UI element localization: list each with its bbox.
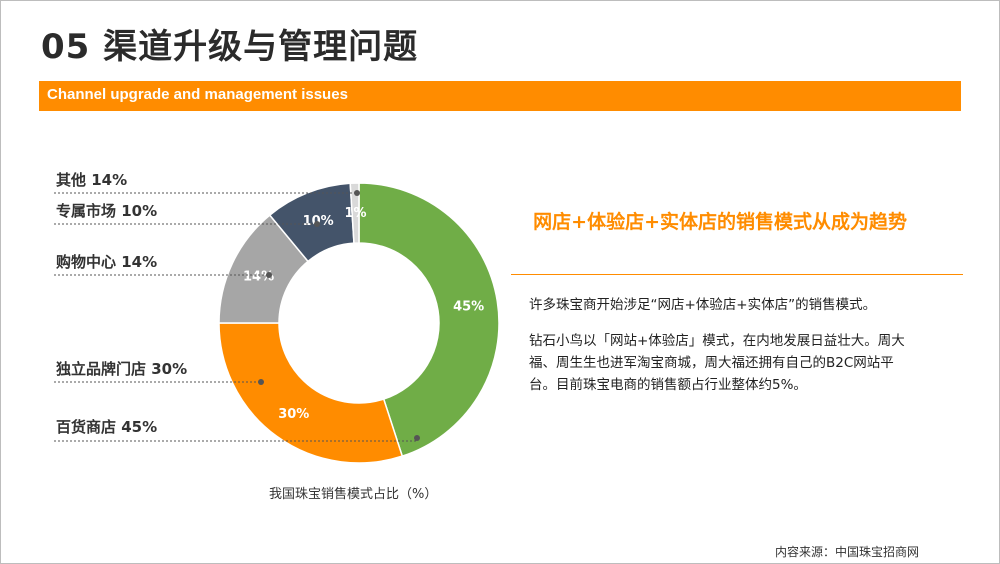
slice-label-1: 45% <box>453 300 484 315</box>
leader-dot-3 <box>266 272 272 278</box>
legend-label-1: 百货商店 45% <box>56 418 157 436</box>
slice-label-5: 1% <box>344 206 366 221</box>
divider <box>511 274 963 275</box>
page-title: 05 渠道升级与管理问题 <box>41 27 419 67</box>
slice-5 <box>349 182 360 244</box>
legend-group: 百货商店 45% 独立品牌门店 30% 购物中心 14% 专属市场 10% 其他 14% <box>54 171 420 442</box>
slice-label-2: 30% <box>278 407 309 422</box>
leader-dot-5 <box>354 190 360 196</box>
leader-dot-2 <box>258 379 264 385</box>
legend-label-3: 购物中心 14% <box>56 253 157 271</box>
legend-label-2: 独立品牌门店 30% <box>56 360 187 378</box>
slices-group <box>218 182 500 464</box>
slice-label-3: 14% <box>243 270 274 285</box>
chart-caption: 我国珠宝销售模式占比（%） <box>269 487 438 502</box>
paragraph-2: 钻石小鸟以「网站+体验店」模式，在内地发展日益壮大。周大福、周生生也进军淘宝商城… <box>529 333 905 393</box>
legend-label-4: 专属市场 10% <box>56 202 157 220</box>
body-text: 许多珠宝商开始涉足“网店+体验店+实体店”的销售模式。 钻石小鸟以「网站+体验店… <box>529 294 909 410</box>
paragraph-1: 许多珠宝商开始涉足“网店+体验店+实体店”的销售模式。 <box>529 297 877 313</box>
leader-dot-1 <box>414 435 420 441</box>
leader-dot-4 <box>314 221 320 227</box>
subtitle-bar: Channel upgrade and management issues <box>39 81 961 111</box>
headline: 网店+体验店+实体店的销售模式从成为趋势 <box>533 211 907 233</box>
legend-label-5: 其他 14% <box>56 171 127 189</box>
slice-2 <box>218 322 404 464</box>
slice-1 <box>358 182 500 458</box>
subtitle: Channel upgrade and management issues <box>47 86 348 103</box>
source-note: 内容来源：中国珠宝招商网 <box>774 545 919 559</box>
